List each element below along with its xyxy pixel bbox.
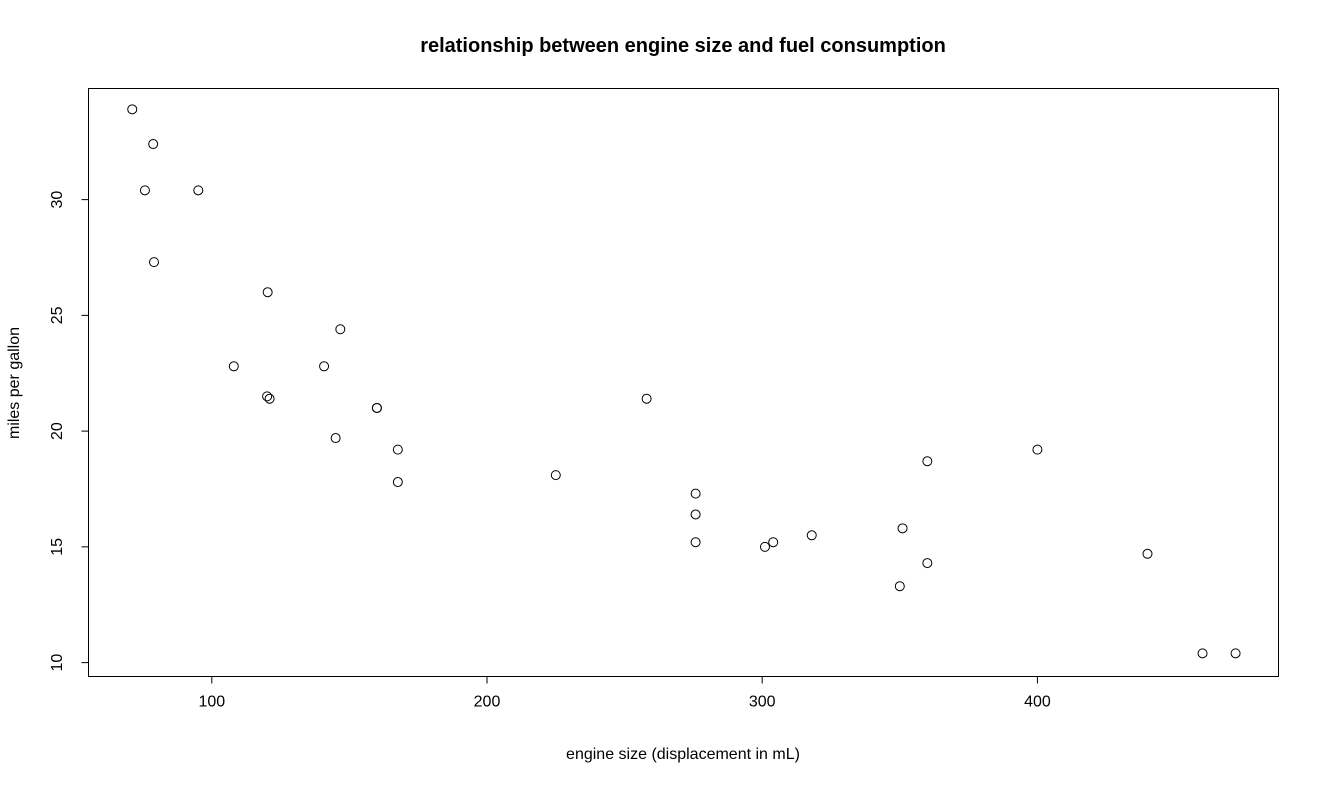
- data-point: [759, 541, 770, 552]
- data-point: [690, 509, 701, 520]
- data-point: [148, 257, 159, 268]
- data-point: [690, 488, 701, 499]
- data-point: [641, 393, 652, 404]
- y-tick-label: 30: [49, 191, 66, 209]
- data-point: [193, 185, 204, 196]
- y-axis-label: miles per gallon: [6, 327, 23, 439]
- data-point: [262, 287, 273, 298]
- data-point: [330, 433, 341, 444]
- data-point: [922, 456, 933, 467]
- data-point: [228, 361, 239, 372]
- x-tick-label: 400: [1024, 694, 1051, 711]
- data-point: [392, 477, 403, 488]
- x-tick-label: 100: [198, 694, 225, 711]
- data-point: [262, 391, 273, 402]
- data-point: [264, 393, 275, 404]
- data-point: [319, 361, 330, 372]
- data-point: [1142, 548, 1153, 559]
- y-tick-label: 15: [49, 538, 66, 556]
- data-point: [690, 537, 701, 548]
- data-point: [550, 470, 561, 481]
- data-points: [127, 104, 1241, 659]
- data-point: [806, 530, 817, 541]
- data-point: [1230, 648, 1241, 659]
- y-tick-label: 25: [49, 306, 66, 324]
- data-point: [392, 444, 403, 455]
- data-point: [127, 104, 138, 115]
- x-axis-label: engine size (displacement in mL): [566, 746, 800, 763]
- data-point: [894, 581, 905, 592]
- y-tick-label: 20: [49, 422, 66, 440]
- data-point: [371, 402, 382, 413]
- data-point: [1197, 648, 1208, 659]
- y-axis: 10 15 20 25 30: [49, 191, 89, 672]
- chart-title: relationship between engine size and fue…: [420, 35, 946, 57]
- data-point: [335, 324, 346, 335]
- data-point: [897, 523, 908, 534]
- data-point: [922, 558, 933, 569]
- x-axis: 100 200 300 400: [198, 676, 1051, 711]
- data-point: [139, 185, 150, 196]
- data-point: [1032, 444, 1043, 455]
- data-point: [768, 537, 779, 548]
- y-tick-label: 10: [49, 654, 66, 672]
- data-point: [148, 139, 159, 150]
- plot-frame: [88, 88, 1279, 677]
- x-tick-label: 200: [474, 694, 501, 711]
- x-tick-label: 300: [749, 694, 776, 711]
